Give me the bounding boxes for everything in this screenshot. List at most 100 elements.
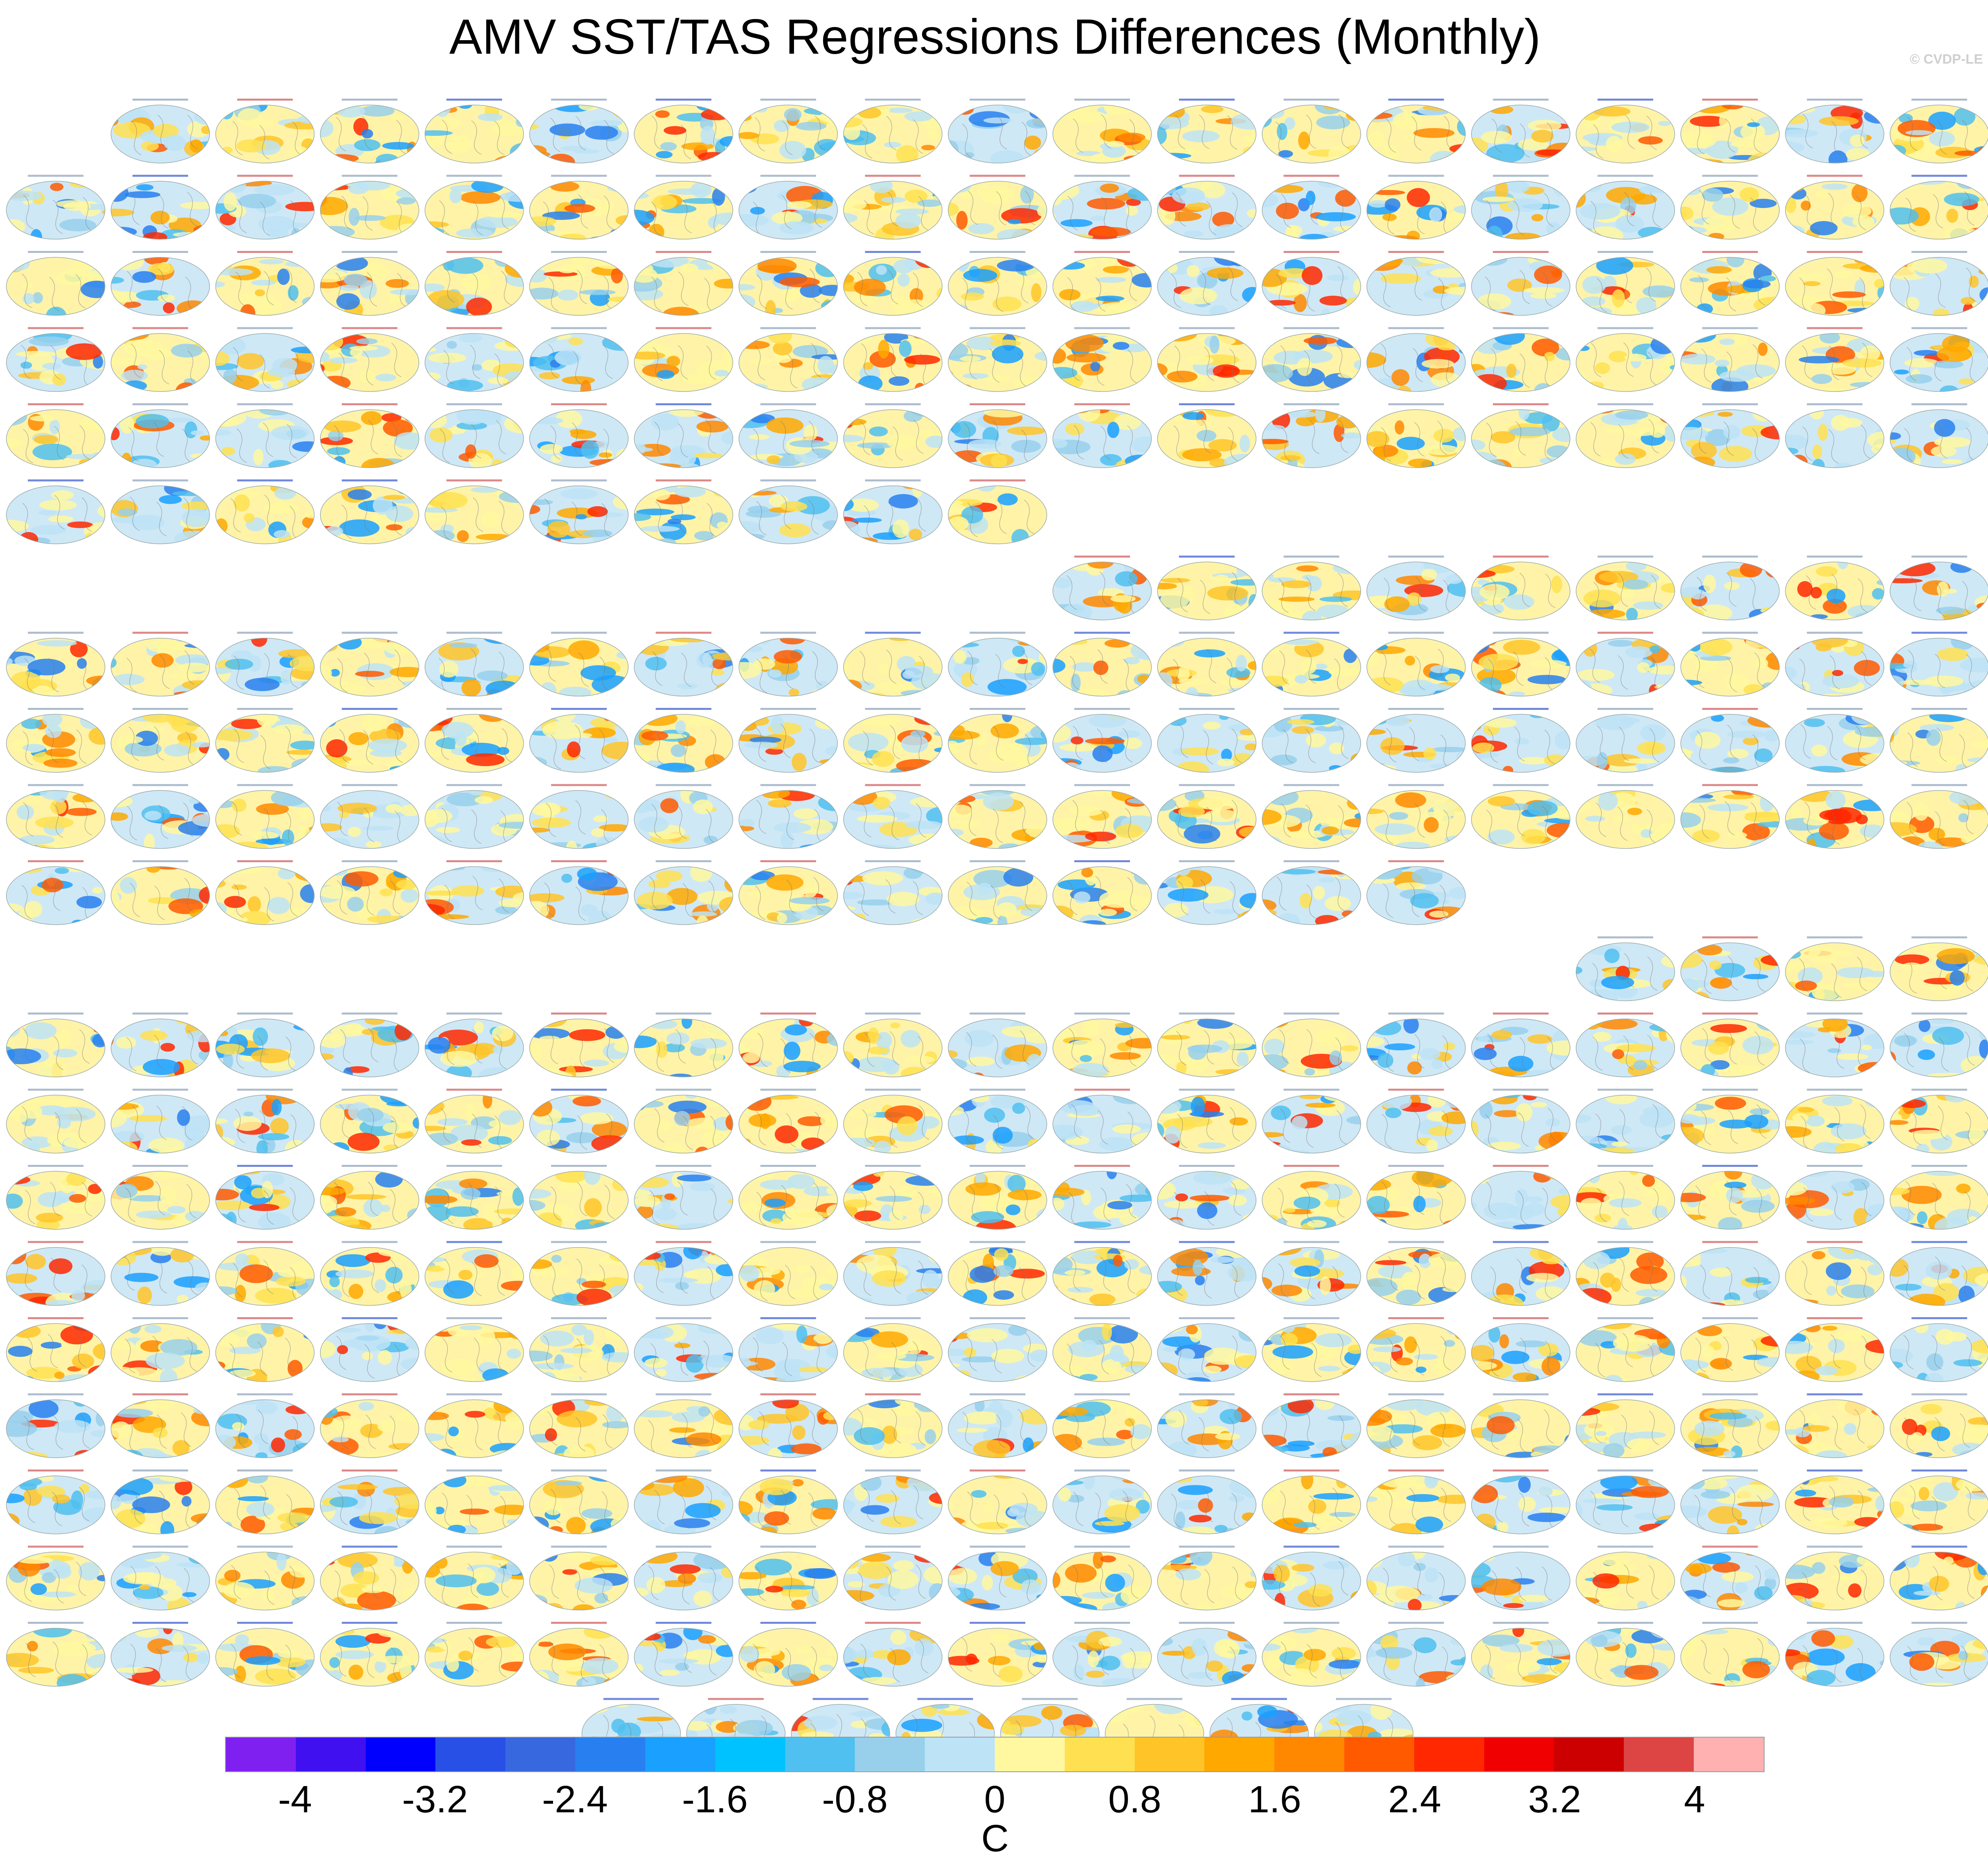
panel-caption xyxy=(1074,99,1130,101)
panel-caption xyxy=(28,403,83,405)
panel-caption xyxy=(1283,632,1340,634)
regression-map-panel xyxy=(529,403,629,468)
regression-map-panel xyxy=(738,1088,838,1154)
regression-map-panel xyxy=(634,1545,733,1611)
regression-map-panel xyxy=(1889,99,1988,163)
regression-map-panel xyxy=(215,403,315,468)
regression-map-panel xyxy=(948,479,1047,544)
regression-map-panel xyxy=(948,175,1047,240)
panel-caption xyxy=(551,327,607,329)
panel-caption xyxy=(132,251,188,253)
panel-caption xyxy=(969,1469,1025,1471)
panel-caption xyxy=(1911,784,1967,786)
colorbar-swatch xyxy=(226,1738,296,1771)
panel-caption xyxy=(1074,1165,1130,1167)
colorbar-tick-label: -3.2 xyxy=(402,1778,468,1821)
panel-caption xyxy=(1283,1545,1340,1548)
regression-map-panel xyxy=(895,1698,995,1750)
panel-caption xyxy=(446,1393,502,1396)
panel-caption xyxy=(551,1545,607,1548)
regression-map-panel xyxy=(738,1241,838,1306)
panel-caption xyxy=(1702,556,1758,558)
regression-map-panel xyxy=(948,1013,1047,1077)
panel-caption xyxy=(1598,1241,1653,1243)
regression-map-panel xyxy=(6,1165,105,1230)
regression-map-panel xyxy=(6,860,105,925)
panel-caption xyxy=(760,1317,816,1319)
regression-map-panel xyxy=(1785,327,1885,392)
panel-caption xyxy=(1179,1469,1235,1471)
panel-caption xyxy=(1179,1165,1235,1167)
panel-caption xyxy=(969,708,1025,710)
regression-map-panel xyxy=(1576,175,1675,240)
regression-map-panel xyxy=(320,403,419,468)
regression-map-panel xyxy=(425,175,524,240)
panel-caption xyxy=(1179,403,1235,405)
regression-map-panel xyxy=(948,251,1047,316)
panel-caption xyxy=(969,1165,1025,1167)
panel-caption xyxy=(1702,1241,1758,1243)
regression-map-panel xyxy=(1680,632,1780,697)
panel-caption xyxy=(1911,1013,1967,1015)
panel-caption xyxy=(1807,784,1863,786)
regression-map-panel xyxy=(738,1545,838,1611)
regression-map-panel xyxy=(215,1088,315,1154)
panel-caption xyxy=(969,632,1025,634)
regression-map-panel xyxy=(1785,1622,1885,1687)
regression-map-panel xyxy=(425,1469,524,1534)
panel-caption xyxy=(1911,1317,1967,1319)
panel-caption xyxy=(1493,1317,1549,1319)
panel-caption xyxy=(1283,1165,1340,1167)
panel-caption xyxy=(237,1088,293,1091)
regression-map-panel xyxy=(1262,175,1361,240)
regression-map-panel xyxy=(1680,1317,1780,1382)
panel-caption xyxy=(1074,1393,1130,1396)
regression-map-panel xyxy=(1785,1088,1885,1154)
panel-caption xyxy=(1074,327,1130,329)
regression-map-panel xyxy=(843,479,943,544)
regression-map-panel xyxy=(738,708,838,773)
regression-map-panel xyxy=(1889,327,1988,392)
regression-map-panel xyxy=(1366,1317,1466,1382)
regression-map-panel xyxy=(738,1622,838,1687)
regression-map-panel xyxy=(1366,632,1466,697)
regression-map-panel xyxy=(6,1317,105,1382)
regression-map-panel xyxy=(1785,1545,1885,1611)
panel-caption xyxy=(446,1317,502,1319)
panel-caption xyxy=(1283,556,1340,558)
panel-caption xyxy=(237,479,293,482)
colorbar-swatch xyxy=(365,1738,436,1771)
panel-caption xyxy=(446,708,502,710)
regression-map-panel xyxy=(1052,1013,1152,1077)
panel-caption xyxy=(551,1088,607,1091)
panel-caption xyxy=(760,479,816,482)
panel-caption xyxy=(1283,1013,1340,1015)
panel-caption xyxy=(1702,175,1758,177)
regression-map-panel xyxy=(1680,1469,1780,1534)
regression-map-panel xyxy=(1157,1013,1256,1077)
regression-map-panel xyxy=(1366,1469,1466,1534)
regression-map-panel xyxy=(215,327,315,392)
panel-caption xyxy=(132,1165,188,1167)
panel-caption xyxy=(969,403,1025,405)
credit-label: © CVDP-LE xyxy=(1910,52,1983,67)
panel-caption xyxy=(28,1545,83,1548)
regression-map-panel xyxy=(1471,1241,1571,1306)
panel-caption xyxy=(813,1698,868,1700)
regression-map-panel xyxy=(1262,1088,1361,1154)
regression-map-panel xyxy=(1157,327,1256,392)
panel-caption xyxy=(342,1545,398,1548)
panel-caption xyxy=(708,1698,764,1700)
regression-map-panel xyxy=(634,708,733,773)
regression-map-panel xyxy=(1889,251,1988,316)
panel-caption xyxy=(1911,403,1967,405)
colorbar-tick-label: 0 xyxy=(984,1778,1006,1821)
panel-caption xyxy=(760,403,816,405)
panel-caption xyxy=(28,251,83,253)
regression-map-panel xyxy=(111,784,210,849)
panel-caption xyxy=(446,251,502,253)
regression-map-panel xyxy=(1157,1393,1256,1458)
regression-map-panel xyxy=(634,175,733,240)
panel-caption xyxy=(446,1469,502,1471)
regression-map-panel xyxy=(843,1088,943,1154)
